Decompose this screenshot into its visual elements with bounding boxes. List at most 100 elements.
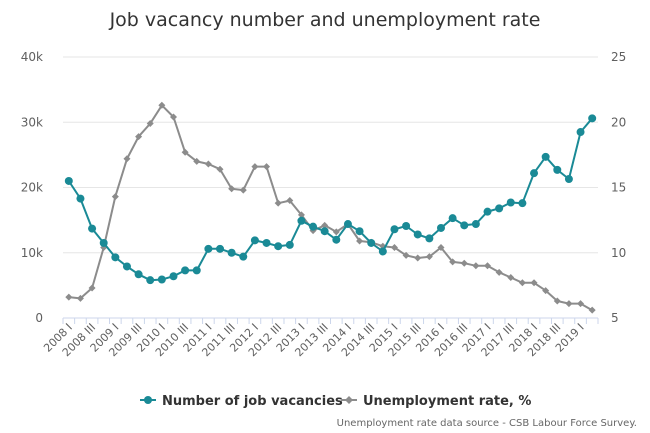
unemployment-point — [449, 258, 457, 266]
series-line — [67, 117, 593, 282]
y-left-tick-label: 40k — [21, 50, 43, 64]
vacancy-point — [262, 238, 271, 247]
unemployment-point — [76, 294, 84, 302]
vacancy-point — [448, 214, 457, 223]
vacancy-point — [390, 225, 399, 234]
vacancy-point — [88, 224, 97, 233]
unemployment-point — [588, 306, 596, 314]
unemployment-point — [123, 155, 131, 163]
unemployment-point — [472, 262, 480, 270]
vacancy-point — [134, 270, 143, 279]
vacancy-point — [378, 247, 387, 256]
vacancy-point — [122, 262, 131, 271]
unemployment-point — [402, 251, 410, 259]
vacancy-point — [518, 199, 527, 208]
vacancy-point — [320, 227, 329, 236]
vacancy-point — [250, 236, 259, 245]
credits-note: Unemployment rate data source - CSB Labo… — [337, 418, 637, 429]
vacancy-point — [495, 204, 504, 213]
unemployment-point — [135, 133, 143, 141]
unemployment-point — [345, 396, 353, 404]
vacancy-point — [99, 238, 108, 247]
y-right-tick-label: 10 — [611, 246, 626, 260]
unemployment-point — [542, 287, 550, 295]
grid-lines — [63, 56, 598, 319]
unemployment-point — [158, 101, 166, 109]
unemployment-point — [437, 244, 445, 252]
unemployment-point — [507, 274, 515, 282]
vacancy-point — [332, 235, 341, 244]
vacancy-point — [144, 396, 152, 404]
vacancy-point — [436, 223, 445, 232]
vacancy-point — [76, 194, 85, 203]
vacancy-point — [146, 276, 155, 285]
unemployment-point — [518, 279, 526, 287]
unemployment-point — [321, 221, 329, 229]
vacancy-point — [530, 169, 539, 178]
vacancy-point — [564, 175, 573, 184]
y-right-tick-label: 20 — [611, 115, 626, 129]
vacancy-point — [285, 240, 294, 249]
unemployment-point — [332, 228, 340, 236]
y-left-tick-label: 30k — [21, 115, 43, 129]
vacancy-point — [274, 242, 283, 251]
vacancy-point — [297, 216, 306, 225]
legend-label: Unemployment rate, % — [363, 394, 531, 409]
unemployment-point — [460, 259, 468, 267]
y-left-tick-label: 10k — [21, 246, 43, 260]
vacancy-point — [355, 227, 364, 236]
unemployment-point — [216, 165, 224, 173]
vacancy-point — [588, 114, 597, 123]
vacancy-point — [460, 221, 469, 230]
y-right-tick-label: 15 — [611, 181, 626, 195]
vacancy-point — [402, 221, 411, 230]
unemployment-point — [239, 186, 247, 194]
legend-item-job-vacancies[interactable]: Number of job vacancies — [140, 394, 343, 409]
legend[interactable]: Number of job vacancies Unemployment rate… — [140, 394, 531, 409]
legend-item-unemployment-rate[interactable]: Unemployment rate, % — [341, 394, 531, 409]
legend-label: Number of job vacancies — [162, 394, 343, 409]
unemployment-point — [65, 293, 73, 301]
vacancy-point — [64, 176, 73, 185]
vacancy-point — [227, 248, 236, 257]
vacancy-point — [506, 198, 515, 207]
unemployment-point — [204, 160, 212, 168]
unemployment-point — [146, 120, 154, 128]
y-axis-left: 0 10k 20k 30k 40k — [21, 50, 43, 325]
unemployment-point — [169, 113, 177, 121]
y-left-tick-label: 20k — [21, 181, 43, 195]
vacancy-point — [181, 266, 190, 275]
vacancy-point — [169, 272, 178, 281]
vacancy-point — [157, 275, 166, 284]
unemployment-point — [577, 300, 585, 308]
vacancy-point — [471, 220, 480, 229]
unemployment-point — [356, 237, 364, 245]
y-left-tick-label: 0 — [35, 311, 43, 325]
series-unemployment-rate[interactable] — [65, 101, 596, 314]
vacancy-point — [541, 152, 550, 161]
vacancy-point — [343, 220, 352, 229]
unemployment-point — [530, 279, 538, 287]
unemployment-point — [274, 199, 282, 207]
vacancy-point — [553, 165, 562, 174]
unemployment-point — [390, 244, 398, 252]
vacancy-point — [204, 244, 213, 253]
series-job-vacancies[interactable] — [64, 114, 597, 285]
unemployment-point — [414, 254, 422, 262]
unemployment-point — [553, 297, 561, 305]
y-axis-right: 5 10 15 20 25 — [611, 50, 626, 325]
vacancy-point — [425, 234, 434, 243]
vacancy-point — [413, 230, 422, 239]
y-right-tick-label: 25 — [611, 50, 626, 64]
unemployment-point — [228, 185, 236, 193]
series-line — [68, 104, 593, 312]
unemployment-point — [88, 284, 96, 292]
vacancy-point — [239, 252, 248, 261]
vacancy-point — [216, 244, 225, 253]
unemployment-point — [111, 193, 119, 201]
unemployment-point — [286, 197, 294, 205]
unemployment-point — [495, 268, 503, 276]
y-right-tick-label: 5 — [611, 311, 619, 325]
